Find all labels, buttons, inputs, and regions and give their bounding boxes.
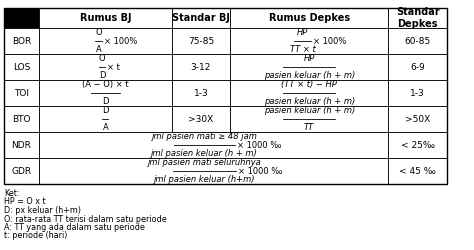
Text: × 100%: × 100% [104, 36, 137, 46]
Bar [4, 54, 39, 80]
Text: (A − O) × t: (A − O) × t [82, 80, 128, 89]
Bar [4, 80, 39, 106]
Bar [172, 106, 230, 132]
Bar [4, 8, 447, 184]
Text: TT × t: TT × t [290, 45, 315, 54]
Text: HP = O x t: HP = O x t [4, 198, 46, 206]
Bar [389, 158, 447, 184]
Text: t: periode (hari): t: periode (hari) [4, 232, 67, 240]
Text: × 1000 ‰: × 1000 ‰ [238, 166, 283, 175]
Text: 1-3: 1-3 [410, 88, 425, 98]
Text: D: D [99, 71, 105, 80]
Bar [230, 28, 389, 54]
Text: 3-12: 3-12 [191, 62, 211, 72]
Bar [230, 106, 389, 132]
Text: Standar BJ: Standar BJ [172, 13, 230, 23]
Bar [230, 54, 389, 80]
Text: D: D [102, 106, 109, 115]
Text: × 100%: × 100% [313, 36, 346, 46]
Text: jml pasien keluar (h + m): jml pasien keluar (h + m) [151, 149, 258, 158]
Text: 60-85: 60-85 [404, 36, 431, 46]
Text: D: px keluar (h+m): D: px keluar (h+m) [4, 206, 81, 215]
Text: A: A [102, 123, 108, 132]
Bar [172, 80, 230, 106]
Text: × t: × t [107, 62, 120, 72]
Bar [172, 54, 230, 80]
Text: (TT × t) − HP: (TT × t) − HP [282, 80, 337, 89]
Text: Standar
Depkes: Standar Depkes [396, 7, 439, 29]
Bar [39, 132, 389, 158]
Text: LOS: LOS [13, 62, 30, 72]
Bar [389, 106, 447, 132]
Text: pasien keluar (h + m): pasien keluar (h + m) [264, 97, 355, 106]
Text: jml pasien keluar (h+m): jml pasien keluar (h+m) [154, 175, 255, 184]
Bar [4, 132, 39, 158]
Text: jml pasien mati ≥ 48 jam: jml pasien mati ≥ 48 jam [152, 132, 257, 141]
Bar [172, 28, 230, 54]
Bar [389, 80, 447, 106]
Text: A: A [96, 45, 101, 54]
Bar [4, 158, 39, 184]
Bar [39, 8, 172, 28]
Text: >50X: >50X [405, 114, 430, 124]
Bar [230, 8, 389, 28]
Bar [389, 132, 447, 158]
Text: × 1000 ‰: × 1000 ‰ [237, 140, 282, 149]
Text: D: D [102, 97, 109, 106]
Text: A: TT yang ada dalam satu periode: A: TT yang ada dalam satu periode [4, 223, 145, 232]
Bar [39, 80, 172, 106]
Text: NDR: NDR [11, 140, 31, 149]
Bar [39, 106, 172, 132]
Text: TT: TT [304, 123, 314, 132]
Bar [389, 54, 447, 80]
Bar [4, 106, 39, 132]
Text: pasien keluar (h + m): pasien keluar (h + m) [264, 106, 355, 115]
Text: Ket:: Ket: [4, 189, 19, 198]
Bar [389, 8, 447, 28]
Text: HP: HP [297, 28, 308, 37]
Bar [39, 158, 389, 184]
Text: GDR: GDR [11, 166, 32, 175]
Bar [39, 28, 172, 54]
Text: O: O [95, 28, 102, 37]
Text: O: rata-rata TT terisi dalam satu periode: O: rata-rata TT terisi dalam satu period… [4, 214, 167, 224]
Text: 75-85: 75-85 [188, 36, 214, 46]
Text: 6-9: 6-9 [410, 62, 425, 72]
Text: O: O [99, 54, 105, 63]
Text: HP: HP [304, 54, 315, 63]
Text: pasien keluar (h + m): pasien keluar (h + m) [264, 71, 355, 80]
Text: jml pasien mati seluruhnya: jml pasien mati seluruhnya [148, 158, 262, 167]
Text: Rumus BJ: Rumus BJ [80, 13, 131, 23]
Text: < 45 ‰: < 45 ‰ [399, 166, 436, 175]
Text: Rumus Depkes: Rumus Depkes [269, 13, 350, 23]
Bar [172, 8, 230, 28]
Text: < 25‰: < 25‰ [401, 140, 435, 149]
Text: BOR: BOR [12, 36, 31, 46]
Bar [4, 8, 39, 28]
Bar [4, 28, 39, 54]
Bar [230, 80, 389, 106]
Text: TOI: TOI [14, 88, 29, 98]
Text: 1-3: 1-3 [193, 88, 208, 98]
Text: BTO: BTO [12, 114, 31, 124]
Bar [39, 54, 172, 80]
Text: >30X: >30X [188, 114, 213, 124]
Bar [389, 28, 447, 54]
